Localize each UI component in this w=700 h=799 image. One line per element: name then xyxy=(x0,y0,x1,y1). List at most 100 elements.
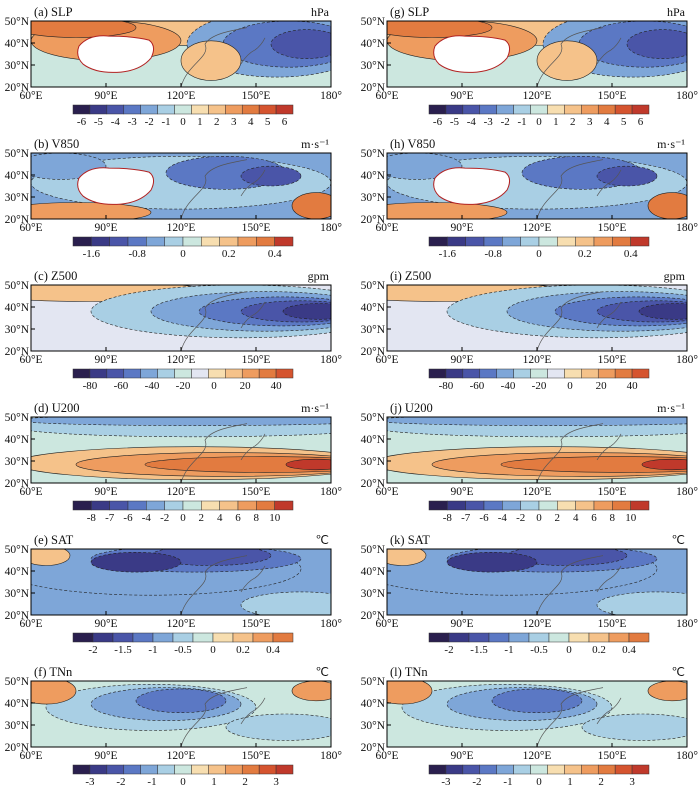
colorbar-tick-label: 0 xyxy=(566,644,572,656)
y-tick-label: 20°N xyxy=(5,610,30,622)
contour-region xyxy=(291,192,331,219)
y-tick-label: 50°N xyxy=(361,412,386,424)
contour-region xyxy=(150,549,272,566)
colorbar-swatch xyxy=(258,764,277,775)
colorbar-tick-label: -1.5 xyxy=(470,644,488,656)
x-tick-label: 180° xyxy=(320,222,342,234)
colorbar-tick-label: 0.4 xyxy=(624,248,638,260)
colorbar-swatch xyxy=(89,764,108,775)
map-field xyxy=(387,549,687,615)
colorbar-swatch xyxy=(547,368,565,379)
panel-title: (c) Z500 xyxy=(34,269,77,283)
colorbar-swatch xyxy=(597,368,616,379)
colorbar-tick-label: 2 xyxy=(242,776,248,788)
coastline xyxy=(180,423,248,483)
contour-region xyxy=(500,456,687,473)
colorbar-tick-label: 0 xyxy=(536,116,542,128)
contour-region xyxy=(647,681,687,702)
x-tick-label: 180° xyxy=(676,486,698,498)
x-tick-label: 90°E xyxy=(94,750,117,762)
colorbar-swatch xyxy=(109,236,129,247)
colorbar-swatch xyxy=(548,632,570,643)
x-tick-label: 150°E xyxy=(242,354,271,366)
y-tick-label: 30°N xyxy=(361,192,386,204)
y-tick-label: 40°N xyxy=(361,434,386,446)
colorbar: -1.6 -0.8 0 0.2 0.4 xyxy=(72,236,294,260)
colorbar-swatch xyxy=(72,104,91,115)
colorbar-tick-label: -2 xyxy=(160,512,169,524)
colorbar-tick-label: -0.8 xyxy=(128,248,146,260)
colorbar-swatch xyxy=(631,368,650,379)
y-tick-label: 30°N xyxy=(5,456,30,468)
japan-coastline xyxy=(240,169,266,197)
colorbar-tick-label: 1 xyxy=(211,776,217,788)
colorbar-tick-label: -20 xyxy=(176,380,191,392)
colorbar-tick-label: 6 xyxy=(591,512,597,524)
colorbar-swatch xyxy=(146,236,165,247)
x-tick-label: 120°E xyxy=(167,486,196,498)
colorbar-swatch xyxy=(612,500,631,511)
x-tick-label: 90°E xyxy=(450,222,473,234)
colorbar-swatch xyxy=(157,764,175,775)
colorbar-swatch xyxy=(106,368,125,379)
colorbar-swatch xyxy=(445,764,464,775)
colorbar-swatch xyxy=(72,632,94,643)
map-field xyxy=(31,681,331,747)
y-tick-label: 50°N xyxy=(361,16,386,28)
x-tick-label: 120°E xyxy=(523,90,552,102)
y-tick-label: 30°N xyxy=(361,720,386,732)
colorbar-tick-label: 20 xyxy=(596,380,608,392)
colorbar-tick-label: 0 xyxy=(536,776,542,788)
colorbar-tick-label: -1 xyxy=(148,644,157,656)
y-tick-label: 40°N xyxy=(361,38,386,50)
colorbar-swatch xyxy=(428,632,450,643)
colorbar-swatch xyxy=(106,104,125,115)
x-tick-label: 180° xyxy=(320,486,342,498)
x-tick-label: 60°E xyxy=(375,486,398,498)
colorbar-swatch xyxy=(538,236,558,247)
colorbar-tick-label: -4 xyxy=(467,116,477,128)
x-tick-label: 60°E xyxy=(19,618,42,630)
colorbar-tick-label: -60 xyxy=(470,380,485,392)
japan-coastline xyxy=(240,565,266,593)
y-tick-label: 20°N xyxy=(361,82,386,94)
colorbar-swatch xyxy=(428,500,448,511)
colorbar-swatch xyxy=(428,104,447,115)
colorbar-swatch xyxy=(428,236,448,247)
colorbar-swatch xyxy=(225,368,243,379)
colorbar-swatch xyxy=(614,368,633,379)
tibetan-plateau-mask xyxy=(433,35,511,73)
colorbar-swatch xyxy=(191,368,209,379)
colorbar-tick-label: -3 xyxy=(484,116,494,128)
contour-region xyxy=(641,458,687,471)
colorbar-tick-label: 0 xyxy=(210,644,216,656)
colorbar-tick-label: -2 xyxy=(444,644,453,656)
colorbar-swatch xyxy=(132,632,154,643)
colorbar: -2 -1.5 -1 -0.5 0 0.2 0.4 xyxy=(428,632,650,656)
colorbar-swatch xyxy=(152,632,174,643)
colorbar-swatch xyxy=(581,368,599,379)
colorbar-tick-label: 0 xyxy=(180,116,186,128)
colorbar-swatch xyxy=(575,500,595,511)
colorbar-swatch xyxy=(191,764,209,775)
colorbar-swatch xyxy=(192,632,214,643)
x-tick-label: 150°E xyxy=(598,90,627,102)
colorbar-tick-label: 0 xyxy=(180,776,186,788)
colorbar-swatch xyxy=(237,236,257,247)
panel-title: (f) TNn xyxy=(34,665,73,679)
colorbar-swatch xyxy=(508,632,530,643)
colorbar-tick-label: -3 xyxy=(128,116,138,128)
x-tick-label: 180° xyxy=(676,90,698,102)
colorbar-swatch xyxy=(174,104,192,115)
colorbar-swatch xyxy=(256,236,275,247)
x-tick-label: 150°E xyxy=(242,750,271,762)
map-field xyxy=(387,681,687,747)
colorbar-tick-label: 3 xyxy=(587,116,593,128)
colorbar-swatch xyxy=(488,632,510,643)
y-tick-label: 50°N xyxy=(361,148,386,160)
colorbar-tick-label: -40 xyxy=(145,380,160,392)
colorbar-tick-label: 2 xyxy=(555,512,561,524)
contour-region xyxy=(506,549,628,566)
panel-title: (e) SAT xyxy=(34,533,74,547)
colorbar-swatch xyxy=(174,368,192,379)
